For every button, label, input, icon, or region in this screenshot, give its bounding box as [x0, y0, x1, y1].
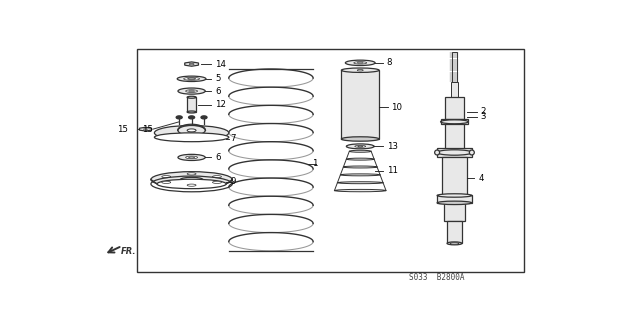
- Ellipse shape: [357, 62, 364, 63]
- Ellipse shape: [143, 129, 147, 130]
- Text: 2: 2: [481, 108, 486, 116]
- Bar: [187, 97, 196, 112]
- Ellipse shape: [346, 158, 374, 160]
- Ellipse shape: [187, 184, 196, 186]
- Text: 8: 8: [387, 58, 392, 67]
- Ellipse shape: [358, 146, 363, 147]
- Bar: [445, 124, 465, 151]
- Text: 14: 14: [216, 60, 227, 69]
- Ellipse shape: [354, 62, 367, 64]
- Ellipse shape: [178, 125, 205, 135]
- Ellipse shape: [189, 63, 194, 65]
- Ellipse shape: [440, 120, 468, 124]
- Text: 11: 11: [387, 167, 397, 175]
- Ellipse shape: [437, 150, 472, 155]
- Ellipse shape: [187, 173, 196, 175]
- Ellipse shape: [355, 145, 365, 147]
- Text: 15: 15: [143, 125, 154, 134]
- Text: 1: 1: [312, 159, 317, 168]
- Bar: [442, 157, 467, 198]
- Ellipse shape: [340, 174, 380, 176]
- Ellipse shape: [437, 194, 472, 197]
- Ellipse shape: [162, 175, 171, 178]
- Ellipse shape: [154, 133, 229, 142]
- Ellipse shape: [187, 96, 196, 98]
- Bar: [437, 148, 472, 157]
- Text: FR.: FR.: [120, 247, 136, 256]
- Ellipse shape: [186, 90, 198, 93]
- Ellipse shape: [212, 175, 221, 178]
- Ellipse shape: [189, 157, 195, 158]
- Ellipse shape: [341, 68, 379, 72]
- Ellipse shape: [212, 181, 221, 183]
- Ellipse shape: [341, 137, 379, 141]
- Ellipse shape: [346, 60, 375, 65]
- Ellipse shape: [186, 156, 198, 159]
- Bar: [452, 52, 457, 83]
- Text: 15: 15: [116, 125, 127, 134]
- Text: 6: 6: [216, 86, 221, 96]
- Ellipse shape: [178, 88, 205, 94]
- Bar: [137, 49, 524, 272]
- Ellipse shape: [437, 201, 472, 204]
- Ellipse shape: [184, 77, 200, 80]
- Ellipse shape: [337, 182, 383, 184]
- Bar: [447, 221, 462, 243]
- Text: S033  B2800A: S033 B2800A: [410, 272, 465, 282]
- Ellipse shape: [178, 154, 205, 160]
- Text: 3: 3: [481, 112, 486, 122]
- Bar: [440, 119, 468, 124]
- Text: 6: 6: [216, 153, 221, 162]
- Text: 5: 5: [216, 74, 221, 83]
- Bar: [451, 83, 458, 97]
- Text: 12: 12: [216, 100, 227, 109]
- Ellipse shape: [435, 150, 440, 155]
- Text: 7: 7: [230, 135, 236, 144]
- Text: 4: 4: [478, 174, 484, 183]
- Ellipse shape: [187, 111, 196, 113]
- Polygon shape: [185, 62, 198, 66]
- Ellipse shape: [187, 129, 196, 132]
- Bar: [341, 70, 379, 139]
- Ellipse shape: [162, 134, 221, 140]
- Ellipse shape: [349, 150, 371, 152]
- Bar: [445, 97, 465, 119]
- Circle shape: [176, 116, 182, 119]
- Ellipse shape: [335, 189, 386, 192]
- Ellipse shape: [188, 78, 196, 79]
- Ellipse shape: [151, 172, 232, 187]
- Ellipse shape: [450, 242, 459, 244]
- Bar: [437, 196, 472, 203]
- Ellipse shape: [177, 76, 206, 82]
- Ellipse shape: [180, 177, 203, 182]
- Circle shape: [189, 116, 195, 119]
- Ellipse shape: [447, 242, 462, 245]
- Ellipse shape: [154, 125, 229, 140]
- Ellipse shape: [157, 179, 226, 189]
- Circle shape: [201, 116, 207, 119]
- Polygon shape: [140, 127, 152, 131]
- Ellipse shape: [357, 70, 364, 71]
- Ellipse shape: [344, 166, 377, 168]
- Ellipse shape: [346, 144, 374, 149]
- Text: 10: 10: [392, 102, 403, 112]
- Text: 9: 9: [230, 177, 236, 187]
- Bar: [444, 203, 465, 221]
- Text: 13: 13: [387, 142, 397, 151]
- Ellipse shape: [162, 181, 171, 183]
- Ellipse shape: [469, 150, 474, 155]
- Ellipse shape: [189, 91, 195, 92]
